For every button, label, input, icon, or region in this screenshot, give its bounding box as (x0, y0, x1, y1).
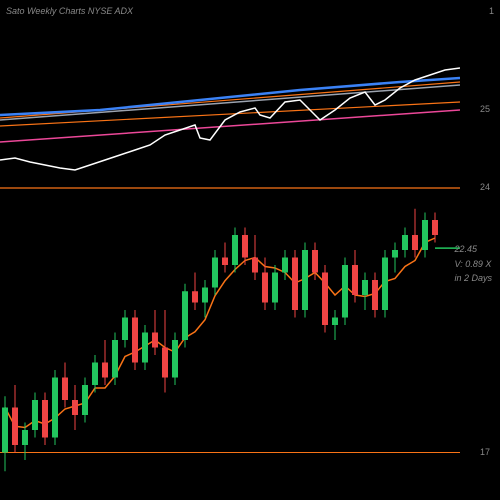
top-label-24: 24 (480, 182, 490, 192)
annotation-days: in 2 Days (454, 271, 492, 285)
annotation-price: 22.45 (454, 242, 492, 256)
chart-header-right: 1 (489, 6, 494, 16)
bottom-label-17: 17 (480, 447, 490, 457)
top-label-25: 25 (480, 104, 490, 114)
chart-title: Sato Weekly Charts NYSE ADX (6, 6, 133, 16)
chart-header: Sato Weekly Charts NYSE ADX 1 (0, 6, 500, 16)
price-panel: 17 22.45 V: 0.89 X in 2 Days (0, 190, 460, 500)
price-annotation: 22.45 V: 0.89 X in 2 Days (454, 242, 492, 285)
indicator-panel: 25 24 (0, 20, 460, 190)
annotation-volume: V: 0.89 X (454, 257, 492, 271)
candlestick-chart (0, 190, 460, 500)
indicator-chart (0, 20, 460, 190)
